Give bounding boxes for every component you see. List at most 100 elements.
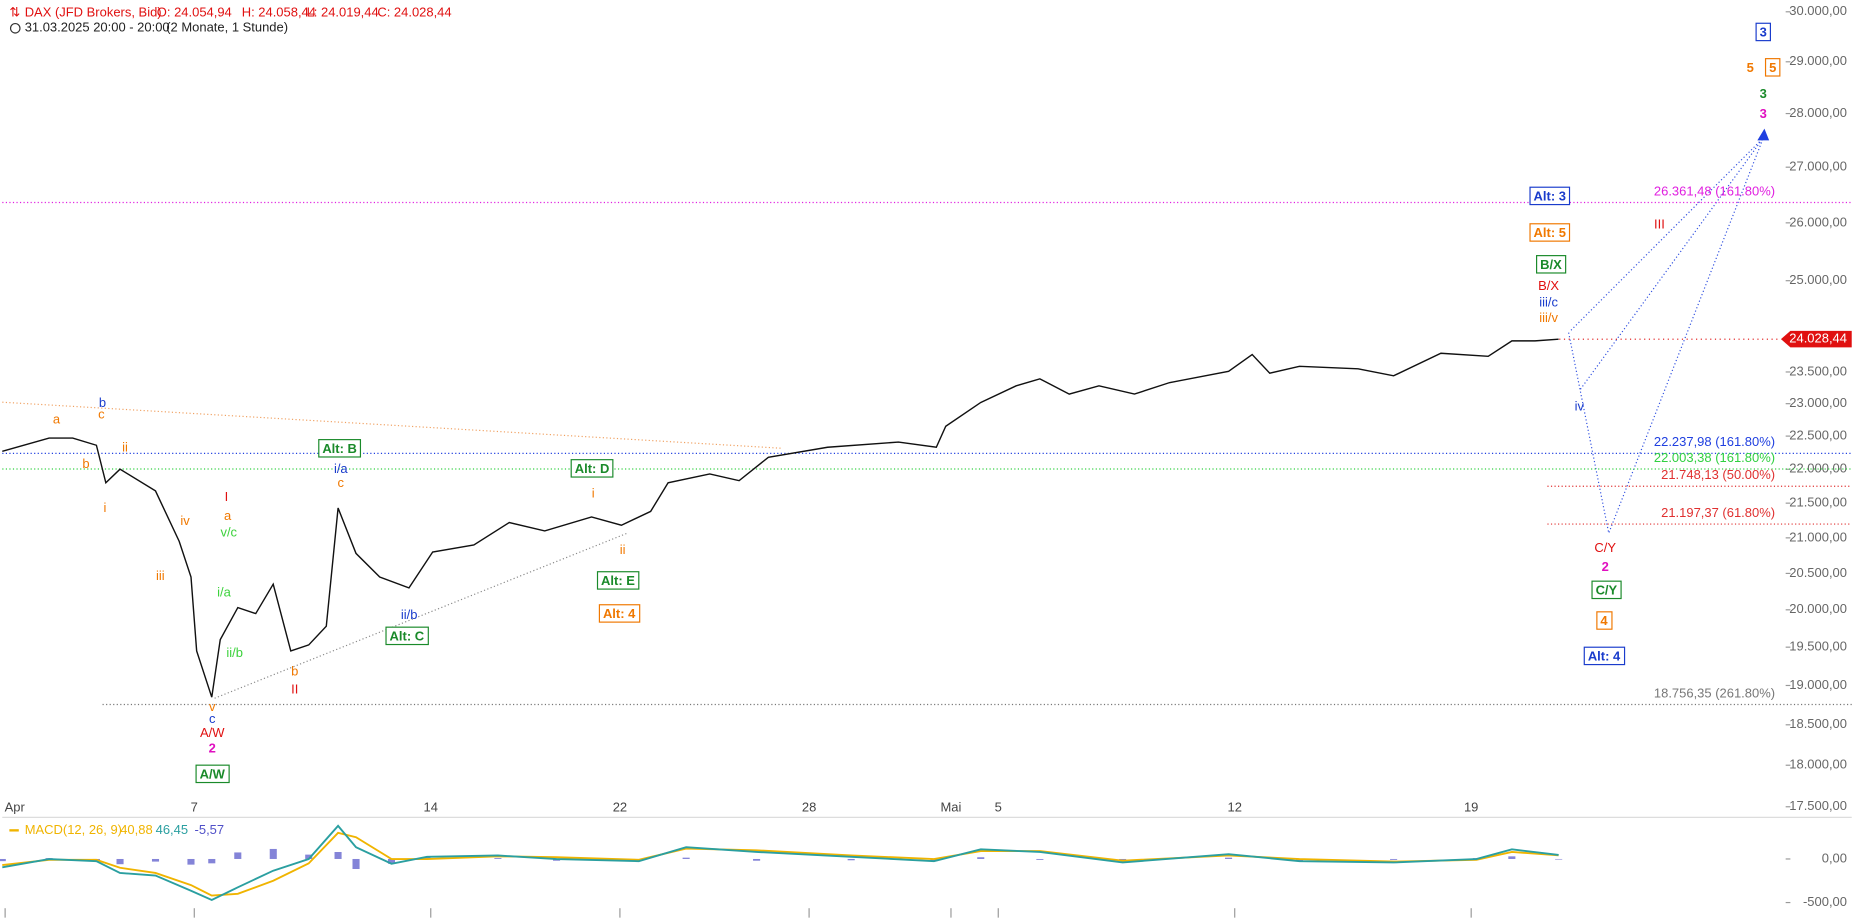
annotation-label: A/W bbox=[200, 766, 226, 781]
annotation-label: i bbox=[592, 486, 595, 501]
annotation-label: ii bbox=[122, 440, 128, 455]
annotation-label: b bbox=[291, 664, 298, 679]
annotation-label: 3 bbox=[1760, 86, 1767, 101]
annotation-label: B/X bbox=[1538, 278, 1559, 293]
range: (2 Monate, 1 Stunde) bbox=[166, 20, 288, 35]
x-tick-label: 7 bbox=[191, 799, 198, 814]
annotation: 3 bbox=[1760, 86, 1767, 101]
annotation-label: C/Y bbox=[1594, 540, 1616, 555]
y-tick-label: 29.000,00 bbox=[1789, 53, 1847, 68]
annotation: C/Y bbox=[1594, 540, 1616, 555]
symbol-icon: ⇅ bbox=[9, 4, 20, 19]
instrument: DAX (JFD Brokers, Bid) bbox=[25, 4, 162, 19]
macd-histogram-bar bbox=[187, 858, 195, 865]
annotation: 5 bbox=[1747, 60, 1754, 75]
annotation: i/a bbox=[334, 461, 348, 476]
annotation: iv bbox=[180, 513, 190, 528]
annotation-label: iii bbox=[156, 568, 165, 583]
annotation: 5 bbox=[1764, 58, 1781, 77]
annotation: Alt: 3 bbox=[1529, 186, 1571, 206]
ohlc-low: L: 24.019,44 bbox=[307, 4, 379, 19]
level-label: 21.197,37 (61.80%) bbox=[1661, 505, 1775, 520]
annotation-box bbox=[1529, 186, 1571, 206]
level-label: 22.237,98 (161.80%) bbox=[1654, 434, 1775, 449]
macd-histogram-bar bbox=[1555, 858, 1563, 860]
annotation: Alt: C bbox=[385, 626, 429, 646]
y-tick-label: 23.000,00 bbox=[1789, 395, 1847, 410]
macd-line bbox=[2, 824, 1559, 901]
annotation-box bbox=[1536, 255, 1567, 274]
annotation: I bbox=[225, 489, 229, 504]
level-label: 22.003,38 (161.80%) bbox=[1654, 450, 1775, 465]
annotation: v/c bbox=[220, 525, 237, 540]
y-tick-label: 20.500,00 bbox=[1789, 565, 1847, 580]
y-tick-label: 19.500,00 bbox=[1789, 639, 1847, 654]
macd-histogram-bar bbox=[1225, 857, 1233, 859]
annotation-label: c bbox=[338, 475, 345, 490]
annotation: A/W bbox=[195, 764, 230, 784]
annotation-label: I bbox=[225, 489, 229, 504]
annotation-label: a bbox=[53, 411, 61, 426]
macd-histogram-bar bbox=[1036, 858, 1044, 860]
macd-histogram-bar bbox=[116, 858, 124, 865]
projections bbox=[2, 137, 1764, 699]
macd-value: -5,57 bbox=[195, 822, 225, 837]
annotation: 2 bbox=[1602, 559, 1609, 574]
y-tick-label: 22.000,00 bbox=[1789, 461, 1847, 476]
y-tick-label: 17.500,00 bbox=[1789, 798, 1847, 813]
annotation-label: Alt: 4 bbox=[1588, 648, 1621, 663]
annotation-label: c bbox=[209, 711, 216, 726]
annotation: Alt: 4 bbox=[1583, 646, 1626, 666]
projection-line bbox=[1579, 137, 1764, 390]
annotation: i/a bbox=[217, 585, 231, 600]
annotation-label: i bbox=[103, 500, 106, 515]
ohlc-close: C: 24.028,44 bbox=[377, 4, 451, 19]
annotation-label: C/Y bbox=[1596, 582, 1618, 597]
annotation-label: III bbox=[1654, 217, 1665, 232]
annotation: ii/b bbox=[226, 645, 243, 660]
annotation: III bbox=[1654, 217, 1665, 232]
y-tick-label: 0,00 bbox=[1822, 850, 1847, 865]
annotation-label: iii/c bbox=[1539, 295, 1558, 310]
annotation: c bbox=[98, 407, 105, 422]
macd-legend-swatch bbox=[9, 829, 19, 832]
annotation: B/X bbox=[1538, 278, 1559, 293]
level-label: 21.748,13 (50.00%) bbox=[1661, 467, 1775, 482]
annotation: II bbox=[291, 681, 298, 696]
y-tick-label: 28.000,00 bbox=[1789, 105, 1847, 120]
annotation-box bbox=[1596, 611, 1613, 630]
annotation: ii/b bbox=[401, 607, 418, 622]
annotation: ii bbox=[122, 440, 128, 455]
macd-histogram-bar bbox=[423, 856, 431, 859]
annotation: ii bbox=[620, 542, 626, 557]
x-tick-label: 5 bbox=[995, 799, 1002, 814]
macd-histogram-bar bbox=[494, 858, 502, 859]
y-tick-label: 30.000,00 bbox=[1789, 3, 1847, 18]
macd-value: 40,88 bbox=[120, 822, 152, 837]
macd-histogram-bar bbox=[930, 858, 938, 862]
annotation: Alt: 5 bbox=[1529, 223, 1571, 242]
annotation-label: 3 bbox=[1760, 24, 1767, 39]
macd-histogram-bar bbox=[352, 858, 360, 869]
annotation: iii bbox=[156, 568, 165, 583]
annotation-label: Alt: 5 bbox=[1534, 225, 1566, 240]
macd-histogram-bar bbox=[208, 858, 216, 864]
annotation: A/W bbox=[200, 725, 225, 740]
x-tick-label: 12 bbox=[1227, 799, 1241, 814]
annotation: v bbox=[209, 699, 216, 714]
annotation: b bbox=[99, 395, 106, 410]
annotation-label: ii bbox=[620, 542, 626, 557]
y-tick-label: 21.500,00 bbox=[1789, 495, 1847, 510]
arrow-head bbox=[1757, 128, 1770, 141]
level-label: 26.361,48 (161.80%) bbox=[1654, 183, 1775, 198]
annotation-box bbox=[318, 439, 362, 458]
macd-histogram-bar bbox=[269, 848, 277, 859]
ohlc-high: H: 24.058,44 bbox=[242, 4, 316, 19]
x-tick-label: 19 bbox=[1464, 799, 1478, 814]
annotation-label: Alt: B bbox=[322, 441, 357, 456]
level-label: 18.756,35 (261.80%) bbox=[1654, 685, 1775, 700]
annotation-box bbox=[1591, 580, 1622, 600]
